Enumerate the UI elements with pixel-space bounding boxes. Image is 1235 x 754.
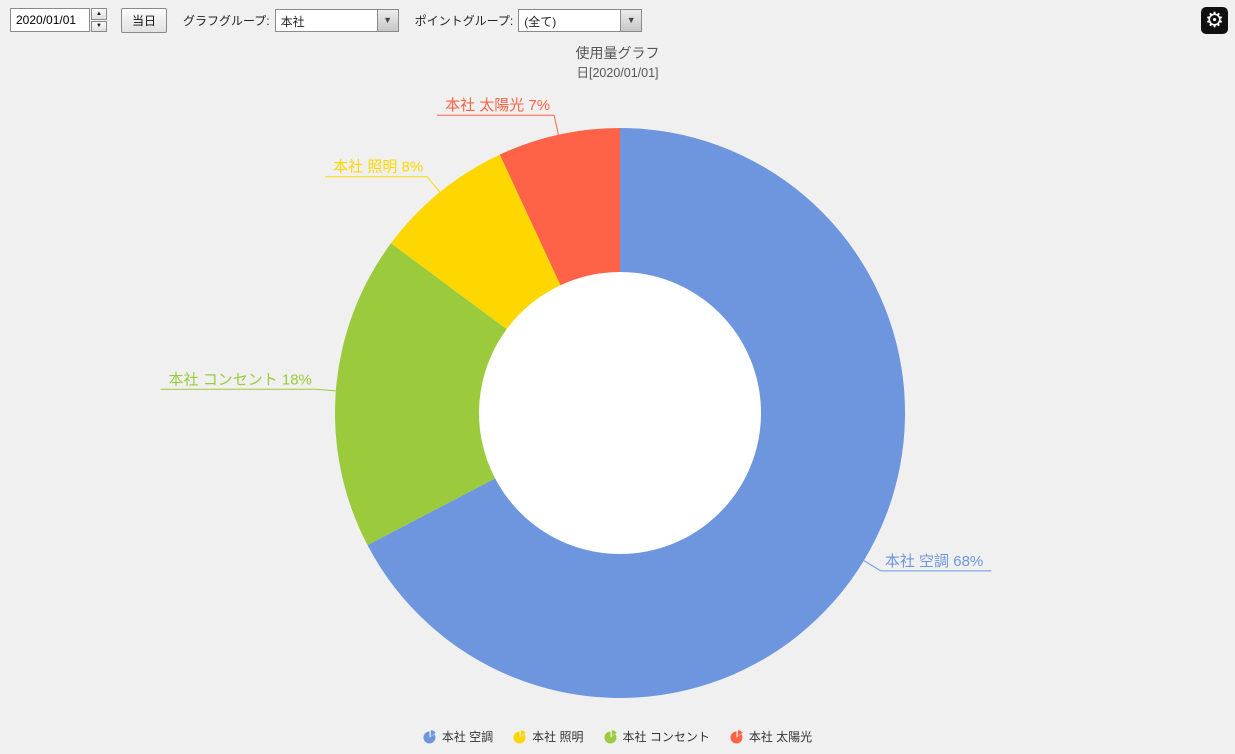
legend-item[interactable]: 本社 空調: [423, 728, 493, 745]
graph-group-select[interactable]: 本社 ▼: [274, 8, 399, 32]
point-group-label: ポイントグループ:: [414, 13, 514, 28]
chart-subtitle: 日[2020/01/01]: [576, 66, 659, 80]
date-spinner-up-button[interactable]: ▲: [91, 8, 107, 20]
chevron-down-icon[interactable]: ▼: [620, 9, 642, 31]
chart-legend: 本社 空調 本社 照明 本社 コンセント 本社 太陽光: [0, 728, 1235, 745]
gear-icon: ⚙: [1205, 9, 1224, 32]
graph-group-value: 本社: [280, 14, 305, 29]
arrow-down-icon: ▼: [96, 23, 102, 30]
point-group-select[interactable]: (全て) ▼: [518, 8, 643, 32]
pie-icon: [513, 729, 526, 743]
graph-group-label: グラフグループ:: [183, 13, 270, 28]
legend-item[interactable]: 本社 照明: [513, 728, 584, 745]
pie-icon: [423, 729, 436, 743]
slice-callout-line: [426, 176, 441, 193]
pie-slice-1[interactable]: [367, 127, 906, 698]
slice-label: 本社 照明 8%: [333, 159, 423, 176]
chevron-down-icon[interactable]: ▼: [376, 9, 398, 31]
pie-slice-3[interactable]: [391, 154, 561, 330]
pie-slice-2[interactable]: [335, 243, 507, 546]
pie-icon: [603, 729, 617, 743]
slice-label: 本社 コンセント 18%: [169, 371, 312, 388]
legend-item[interactable]: 本社 太陽光: [730, 728, 812, 745]
arrow-up-icon: ▲: [96, 10, 102, 17]
pie-icon: [730, 729, 743, 743]
slice-label: 本社 空調 68%: [885, 553, 983, 570]
slice-callout-line: [553, 115, 559, 135]
date-input[interactable]: [10, 8, 90, 32]
toolbar: ▲ ▼ 当日 グラフグループ: 本社 ▼ ポイントグループ: (全て) ▼ ⚙: [0, 0, 1235, 40]
donut-hole: [478, 271, 762, 555]
legend-label: 本社 照明: [532, 730, 584, 744]
date-picker: ▲ ▼: [10, 8, 107, 32]
slice-label: 本社 太陽光 7%: [445, 97, 550, 114]
legend-label: 本社 太陽光: [748, 730, 813, 744]
chart-title: 使用量グラフ: [575, 45, 660, 61]
point-group-value: (全て): [524, 14, 557, 29]
date-spinner: ▲ ▼: [91, 8, 107, 32]
settings-button[interactable]: ⚙: [1201, 7, 1228, 34]
legend-label: 本社 コンセント: [622, 730, 710, 744]
slice-callout-line: [315, 388, 336, 392]
date-spinner-down-button[interactable]: ▼: [91, 20, 107, 32]
slice-callout-line: [863, 560, 882, 572]
legend-item[interactable]: 本社 コンセント: [603, 728, 710, 745]
legend-label: 本社 空調: [441, 730, 494, 744]
today-button[interactable]: 当日: [121, 7, 168, 33]
pie-slice-4[interactable]: [499, 128, 620, 286]
